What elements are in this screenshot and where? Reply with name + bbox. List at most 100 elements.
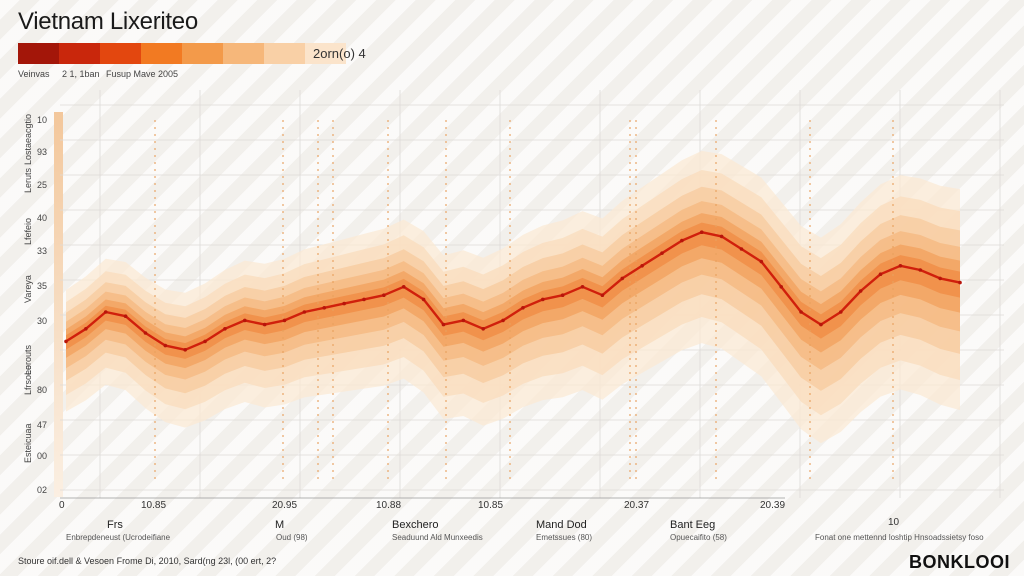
data-point	[600, 293, 605, 298]
x-category-note: Seaduund Ald Munxeedis	[392, 533, 483, 542]
data-point	[898, 264, 903, 268]
legend-swatch	[141, 43, 182, 64]
y-tick-label: 00	[37, 451, 48, 461]
y-tick-label: 30	[37, 316, 48, 326]
x-tick-label: 20.39	[760, 500, 786, 511]
x-tick-label: 10	[888, 517, 900, 528]
brand-logo: BONKLOOI	[909, 552, 1010, 572]
x-tick-label: 20.37	[624, 500, 650, 511]
source-footnote: Stoure oif.dell & Vesoen Frome Di, 2010,…	[18, 556, 277, 566]
data-point	[481, 327, 486, 331]
data-point	[719, 234, 724, 239]
legend-label: 2orn(o) 4	[313, 46, 366, 61]
data-point	[461, 318, 466, 323]
legend-swatch	[305, 43, 346, 64]
data-point	[103, 310, 108, 314]
x-category-note: Opuecaifito (58)	[670, 533, 727, 542]
legend-swatch	[264, 43, 305, 64]
data-point	[680, 238, 684, 243]
legend-sub-label: Veinvas	[18, 69, 50, 79]
data-point	[541, 297, 545, 302]
data-point	[243, 318, 247, 323]
data-point	[302, 310, 307, 314]
data-point	[441, 322, 446, 327]
y-tick-label: 10	[37, 115, 48, 125]
legend-swatch	[223, 43, 264, 64]
data-point	[699, 230, 704, 234]
data-point	[362, 297, 366, 302]
data-point	[501, 318, 505, 323]
x-tick-label: 10.85	[478, 500, 504, 511]
y-tick-label: 33	[37, 246, 48, 256]
data-point	[660, 251, 664, 255]
x-tick-label: 20.95	[272, 500, 298, 511]
y-tick-label: 47	[37, 420, 48, 430]
data-point	[640, 264, 644, 268]
series-line	[65, 231, 961, 351]
legend-swatch	[182, 43, 223, 64]
data-point	[839, 310, 843, 314]
legend-color-bar	[18, 43, 346, 64]
x-category-note: Emetssues (80)	[536, 533, 593, 542]
data-point	[938, 276, 942, 281]
data-point	[620, 276, 625, 281]
data-point	[958, 280, 962, 285]
data-point	[819, 322, 823, 327]
data-point	[878, 272, 883, 277]
data-point	[421, 297, 426, 302]
x-category-note: Fonat one mettennd loshtip Hnsoadssietsy…	[815, 533, 984, 542]
left-gradient-strip	[54, 112, 63, 497]
x-category-label: Bant Eeg	[670, 519, 716, 531]
y-side-label: Lfrsoeo	[23, 364, 33, 395]
x-tick-label: 10.88	[376, 500, 402, 511]
x-category-label: Bexchero	[392, 519, 439, 531]
uncertainty-band	[66, 222, 960, 359]
data-point	[183, 348, 187, 352]
data-point	[759, 259, 764, 264]
y-side-label: Lostaeacgtio	[23, 113, 33, 165]
data-point	[739, 247, 744, 251]
y-side-label: Vareya	[23, 275, 33, 303]
data-point	[123, 314, 128, 319]
data-point	[163, 343, 168, 348]
x-tick-label: 0	[59, 500, 65, 511]
data-point	[580, 285, 585, 289]
y-tick-label: 93	[37, 147, 48, 157]
data-point	[521, 306, 525, 310]
data-point	[858, 289, 863, 293]
legend-swatch	[100, 43, 141, 64]
y-side-label: Esteicuaa	[23, 423, 33, 463]
x-category-note: Oud (98)	[276, 533, 308, 542]
legend-swatch	[18, 43, 59, 64]
data-point	[223, 327, 227, 331]
data-point	[203, 339, 207, 344]
legend-sub-label: Fusup Mave 2005	[106, 69, 179, 79]
data-point	[143, 331, 148, 335]
x-category-label: M	[275, 519, 285, 531]
data-point	[262, 322, 267, 327]
data-point	[401, 285, 406, 289]
y-tick-label: 80	[37, 385, 48, 395]
legend-sub-label: 2 1, 1ban	[62, 69, 100, 79]
data-point	[282, 318, 287, 323]
legend-swatch	[59, 43, 100, 64]
x-category-label: Mand Dod	[536, 519, 587, 531]
data-point	[560, 293, 565, 298]
x-tick-label: 10.85	[141, 500, 167, 511]
y-tick-label: 25	[37, 180, 48, 190]
data-point	[64, 339, 68, 344]
data-point	[382, 293, 386, 298]
data-point	[779, 285, 783, 289]
y-side-label: Leruts	[23, 167, 33, 193]
y-tick-label: 35	[37, 281, 48, 291]
data-point	[322, 306, 327, 310]
x-category-label: Frs	[107, 519, 123, 531]
y-tick-label: 02	[37, 485, 48, 495]
data-point	[342, 301, 346, 306]
data-point	[84, 327, 88, 331]
chart-title: Vietnam Lixeriteo	[18, 8, 198, 35]
x-category-note: Enbrepdeneust (Ucrodeifiane	[66, 533, 171, 542]
y-tick-label: 40	[37, 213, 48, 223]
y-side-label: Lfefeio	[23, 217, 33, 245]
